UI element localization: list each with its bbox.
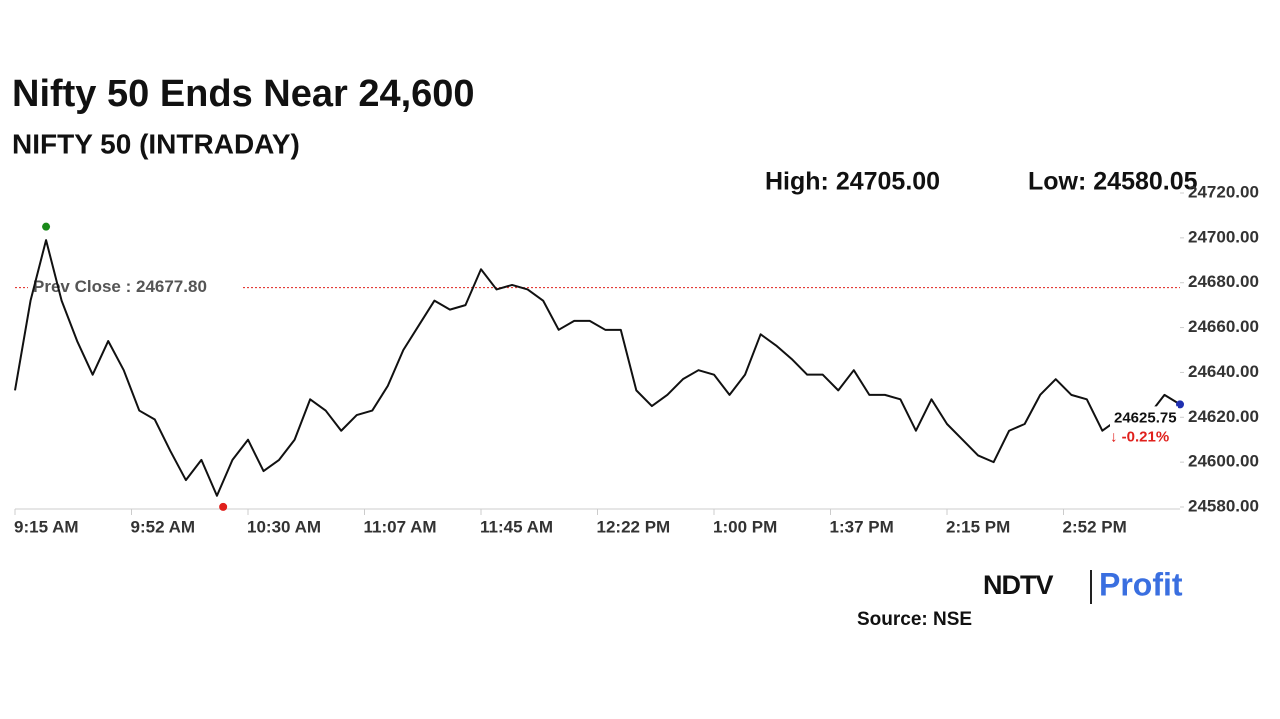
last-label: 24625.75 bbox=[1114, 409, 1177, 426]
x-tick-label: 10:30 AM bbox=[247, 517, 321, 536]
x-tick-label: 12:22 PM bbox=[597, 517, 671, 536]
x-tick-label: 11:07 AM bbox=[364, 517, 437, 536]
y-tick-label: 24640.00 bbox=[1188, 362, 1259, 381]
y-tick-label: 24680.00 bbox=[1188, 272, 1259, 291]
low-marker bbox=[219, 502, 228, 511]
chart-subtitle: NIFTY 50 (INTRADAY) bbox=[12, 128, 300, 159]
high-label: High: 24705.00 bbox=[765, 168, 940, 196]
x-tick-label: 2:15 PM bbox=[946, 517, 1010, 536]
logo-right: Profit bbox=[1099, 566, 1183, 602]
y-tick-label: 24600.00 bbox=[1188, 452, 1259, 471]
high-marker bbox=[42, 222, 51, 231]
change-label: ↓ -0.21% bbox=[1110, 428, 1169, 445]
prev-close-bg bbox=[28, 276, 242, 299]
source: Source: NSE bbox=[857, 609, 972, 630]
x-tick-label: 1:00 PM bbox=[713, 517, 777, 536]
y-tick-label: 24700.00 bbox=[1188, 227, 1259, 246]
x-tick-label: 1:37 PM bbox=[830, 517, 894, 536]
y-tick-label: 24720.00 bbox=[1188, 182, 1259, 201]
logo-left: NDTV bbox=[983, 570, 1053, 600]
price-line bbox=[14, 239, 1181, 497]
prev-close-label: Prev Close : 24677.80 bbox=[33, 277, 207, 296]
x-tick-label: 9:15 AM bbox=[14, 517, 79, 536]
x-tick-label: 9:52 AM bbox=[131, 517, 196, 536]
low-label: Low: 24580.05 bbox=[1028, 168, 1198, 196]
chart-title: Nifty 50 Ends Near 24,600 bbox=[12, 73, 475, 115]
y-tick-label: 24580.00 bbox=[1188, 496, 1259, 515]
y-tick-label: 24620.00 bbox=[1188, 407, 1259, 426]
last-bg bbox=[1110, 406, 1178, 447]
x-tick-label: 2:52 PM bbox=[1063, 517, 1127, 536]
x-tick-label: 11:45 AM bbox=[480, 517, 553, 536]
y-tick-label: 24660.00 bbox=[1188, 317, 1259, 336]
